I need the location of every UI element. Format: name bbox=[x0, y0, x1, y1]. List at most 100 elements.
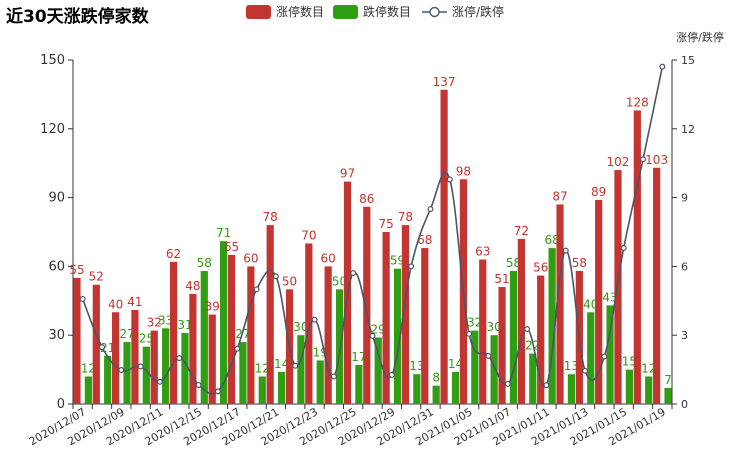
bar-down[interactable] bbox=[297, 335, 305, 404]
bar-up[interactable] bbox=[73, 277, 81, 404]
bar-down[interactable] bbox=[548, 248, 556, 404]
bar-up[interactable] bbox=[112, 312, 120, 404]
bar-up[interactable] bbox=[150, 330, 158, 404]
bar-down[interactable] bbox=[529, 353, 537, 404]
bar-down[interactable] bbox=[162, 328, 170, 404]
bar-down[interactable] bbox=[277, 371, 286, 404]
ratio-point[interactable] bbox=[620, 245, 627, 252]
bar-down[interactable] bbox=[335, 289, 344, 404]
bar-up[interactable] bbox=[227, 254, 236, 404]
bar-down[interactable] bbox=[258, 376, 266, 404]
legend-item-up-label[interactable]: 涨停数目 bbox=[276, 4, 324, 19]
ratio-point[interactable] bbox=[369, 332, 376, 339]
ratio-point[interactable] bbox=[485, 352, 492, 359]
ratio-point[interactable] bbox=[582, 367, 589, 374]
bar-up[interactable] bbox=[498, 287, 506, 404]
bar-down[interactable] bbox=[200, 270, 208, 404]
bar-up-label: 48 bbox=[185, 279, 200, 293]
bar-down[interactable] bbox=[509, 270, 518, 404]
bar-down[interactable] bbox=[432, 385, 440, 404]
ratio-point[interactable] bbox=[524, 326, 531, 333]
bar-up[interactable] bbox=[440, 89, 448, 405]
bar-down[interactable] bbox=[123, 342, 131, 404]
ratio-point[interactable] bbox=[79, 295, 86, 302]
ratio-point[interactable] bbox=[156, 378, 163, 385]
bar-up[interactable] bbox=[363, 206, 371, 404]
ratio-point[interactable] bbox=[408, 263, 415, 270]
ratio-point[interactable] bbox=[272, 273, 279, 280]
ratio-point[interactable] bbox=[311, 316, 318, 323]
ratio-point[interactable] bbox=[330, 373, 337, 380]
ratio-point[interactable] bbox=[543, 382, 550, 389]
bar-up[interactable] bbox=[401, 225, 410, 404]
bar-up[interactable] bbox=[305, 243, 313, 404]
bar-up[interactable] bbox=[169, 261, 178, 404]
bar-down[interactable] bbox=[104, 355, 112, 404]
bar-up[interactable] bbox=[556, 204, 564, 404]
bar-up[interactable] bbox=[247, 266, 255, 404]
bar-down[interactable] bbox=[625, 369, 633, 404]
ratio-point[interactable] bbox=[466, 330, 473, 337]
ratio-point[interactable] bbox=[118, 367, 125, 374]
bar-down[interactable] bbox=[471, 330, 479, 404]
bar-down[interactable] bbox=[142, 346, 150, 404]
bar-down[interactable] bbox=[664, 387, 672, 404]
bar-down-label: 43 bbox=[602, 290, 617, 304]
bar-up[interactable] bbox=[517, 238, 525, 404]
bar-down[interactable] bbox=[451, 371, 460, 404]
bar-up[interactable] bbox=[653, 167, 661, 404]
bar-up[interactable] bbox=[614, 170, 622, 404]
bar-up[interactable] bbox=[595, 199, 603, 404]
bar-up[interactable] bbox=[537, 275, 545, 404]
bar-down[interactable] bbox=[567, 374, 576, 404]
ratio-point[interactable] bbox=[659, 63, 666, 70]
bar-down[interactable] bbox=[220, 241, 228, 404]
ratio-point[interactable] bbox=[427, 206, 434, 213]
bar-down[interactable] bbox=[84, 376, 92, 404]
bar-down[interactable] bbox=[374, 337, 382, 404]
bar-down[interactable] bbox=[181, 332, 189, 404]
ratio-point[interactable] bbox=[350, 270, 357, 277]
bar-up[interactable] bbox=[131, 309, 139, 404]
legend-item-ratio-marker[interactable] bbox=[429, 6, 440, 18]
bar-down[interactable] bbox=[316, 360, 324, 404]
bar-down[interactable] bbox=[606, 305, 614, 404]
bar-down[interactable] bbox=[645, 376, 653, 404]
ratio-point[interactable] bbox=[562, 247, 569, 254]
bar-up[interactable] bbox=[633, 110, 641, 404]
ratio-point[interactable] bbox=[640, 156, 647, 163]
ratio-point[interactable] bbox=[504, 380, 511, 387]
bar-down[interactable] bbox=[355, 365, 363, 404]
bar-down[interactable] bbox=[490, 335, 498, 404]
ratio-point[interactable] bbox=[601, 353, 608, 360]
bar-down[interactable] bbox=[587, 312, 595, 404]
bar-up[interactable] bbox=[324, 266, 332, 404]
ratio-point[interactable] bbox=[234, 345, 241, 352]
bar-up[interactable] bbox=[421, 248, 429, 404]
ratio-point[interactable] bbox=[176, 355, 183, 362]
ratio-point[interactable] bbox=[446, 176, 453, 183]
ratio-point[interactable] bbox=[388, 371, 395, 378]
bar-down[interactable] bbox=[239, 342, 247, 404]
bar-up-label: 63 bbox=[475, 245, 490, 259]
bar-up[interactable] bbox=[382, 232, 390, 404]
bar-up[interactable] bbox=[479, 259, 487, 404]
ratio-point[interactable] bbox=[98, 344, 105, 351]
ratio-point[interactable] bbox=[137, 363, 144, 370]
legend-item-down-label[interactable]: 跌停数目 bbox=[363, 4, 411, 19]
legend-item-ratio-label[interactable]: 涨停/跌停 bbox=[452, 4, 504, 19]
bar-down[interactable] bbox=[413, 374, 421, 404]
legend-item-down-swatch[interactable] bbox=[333, 5, 358, 19]
legend-item-up-swatch[interactable] bbox=[246, 5, 271, 19]
bar-up-label: 128 bbox=[626, 95, 649, 109]
ratio-point[interactable] bbox=[292, 362, 299, 369]
ratio-point[interactable] bbox=[214, 388, 221, 395]
bar-up[interactable] bbox=[266, 225, 274, 404]
ratio-point[interactable] bbox=[253, 286, 260, 293]
bar-up[interactable] bbox=[208, 314, 216, 404]
bar-up[interactable] bbox=[189, 293, 197, 404]
ratio-point[interactable] bbox=[195, 381, 202, 388]
bar-up[interactable] bbox=[92, 284, 100, 404]
bar-down[interactable] bbox=[393, 268, 402, 404]
bar-down-label: 12 bbox=[81, 361, 96, 375]
